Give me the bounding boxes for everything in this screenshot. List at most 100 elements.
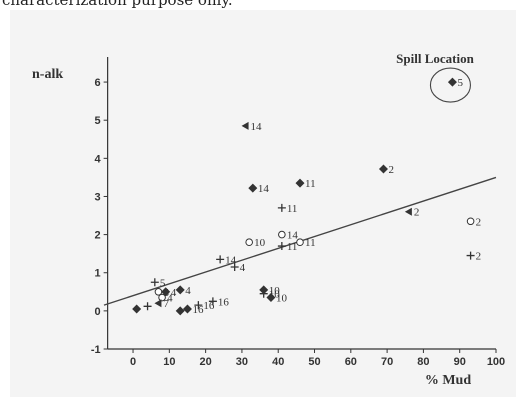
x-tick-label: 0: [130, 356, 136, 368]
plus-marker: [143, 302, 152, 311]
data-point: 16: [194, 300, 215, 312]
point-label: 11: [305, 237, 316, 249]
data-point: 5: [150, 277, 166, 289]
x-tick-label: 90: [454, 356, 466, 368]
x-tick-label: 30: [236, 356, 248, 368]
point-label: 10: [269, 285, 281, 297]
circle-marker: [245, 238, 253, 247]
point-label: 11: [287, 203, 298, 215]
data-point: 4: [175, 285, 191, 297]
spill-location-label: Spill Location: [396, 51, 474, 66]
plus-marker: [208, 297, 217, 306]
data-point: 16: [182, 304, 204, 316]
x-tick-label: 40: [272, 356, 284, 368]
y-tick-label: 5: [95, 115, 101, 127]
data-point: 14: [248, 183, 269, 195]
diamond-marker: [447, 77, 457, 87]
plus-marker: [150, 278, 159, 287]
point-label: 2: [388, 164, 394, 176]
data-point: [175, 306, 185, 316]
triangle-marker: [154, 299, 162, 308]
page-top-text: characterization purpose only.: [2, 0, 233, 9]
data-point: 16: [208, 296, 230, 308]
data-point: 10: [266, 293, 287, 305]
y-tick-label: 3: [95, 191, 101, 203]
data-point: 5: [447, 77, 463, 89]
data-point: [143, 302, 152, 311]
diamond-marker: [378, 164, 388, 174]
data-point: 10: [245, 237, 266, 249]
point-label: 16: [203, 300, 215, 312]
diamond-marker: [182, 304, 192, 314]
data-point: 11: [296, 237, 316, 249]
data-point: 11: [295, 178, 316, 190]
y-tick-label: -1: [91, 344, 101, 356]
diamond-marker: [132, 304, 142, 314]
point-label: 4: [167, 293, 173, 305]
point-label: 4: [171, 287, 177, 299]
data-point: 11: [277, 203, 298, 215]
x-tick-label: 50: [308, 356, 320, 368]
diamond-marker: [266, 293, 276, 303]
circle-marker: [466, 217, 475, 226]
data-point: 14: [278, 230, 298, 242]
diamond-marker: [175, 285, 185, 295]
x-tick-label: 60: [345, 356, 357, 368]
plus-marker: [230, 263, 239, 272]
data-point: 10: [259, 289, 281, 301]
triangle-marker: [241, 121, 249, 130]
point-label: 14: [258, 183, 270, 195]
point-label: 2: [476, 251, 482, 263]
circle-marker: [158, 293, 166, 302]
data-point: 4: [230, 262, 246, 274]
plus-marker: [466, 251, 475, 260]
data-point: 11: [277, 241, 298, 253]
plus-marker: [194, 301, 203, 310]
point-label: 4: [185, 285, 191, 297]
x-tick-label: 70: [381, 356, 393, 368]
plus-marker: [277, 242, 286, 251]
data-point: [132, 304, 142, 314]
x-tick-label: 10: [163, 356, 175, 368]
point-label: 10: [254, 237, 266, 249]
data-point: 2: [378, 164, 394, 176]
point-label: 14: [251, 121, 262, 133]
circle-marker: [278, 230, 286, 239]
diamond-marker: [295, 178, 305, 188]
spill-location-circle: [429, 67, 471, 103]
point-label: 4: [240, 262, 246, 274]
triangle-marker: [404, 207, 412, 216]
point-label: 16: [218, 296, 230, 308]
point-label: 5: [457, 77, 463, 89]
plus-marker: [259, 289, 268, 298]
x-tick-label: 80: [417, 356, 429, 368]
point-label: 5: [160, 277, 166, 289]
y-axis-label: n-alk: [32, 67, 63, 82]
point-label: 7: [163, 298, 169, 310]
annotation: [429, 67, 471, 103]
point-label: 10: [276, 293, 288, 305]
x-tick-label: 20: [200, 356, 212, 368]
point-label: 14: [225, 254, 237, 266]
y-tick-label: 1: [95, 268, 101, 280]
point-label: 10: [269, 289, 281, 301]
data-point: 4: [158, 293, 173, 305]
chart-panel: -1 0 1 2 3 4 5 6 0 10 20 30 40 50 60 70 80 90 100 5 14 14 11 2…: [10, 10, 516, 397]
plus-marker: [277, 203, 286, 212]
diamond-marker: [248, 183, 258, 193]
point-label: 2: [476, 216, 482, 228]
data-point: 2: [466, 216, 482, 228]
y-tick-label: 2: [95, 230, 101, 242]
data-point: 2: [404, 207, 420, 219]
point-label: 2: [414, 207, 420, 219]
data-points: 5141411211222101411111445544471616161010…: [132, 77, 481, 316]
point-label: 16: [192, 304, 204, 316]
x-tick-label: 100: [487, 356, 505, 368]
x-axis-label: % Mud: [425, 373, 472, 388]
point-label: 11: [305, 178, 316, 190]
point-label: 11: [287, 241, 298, 253]
diamond-marker: [175, 306, 185, 316]
circle-marker: [296, 238, 304, 247]
